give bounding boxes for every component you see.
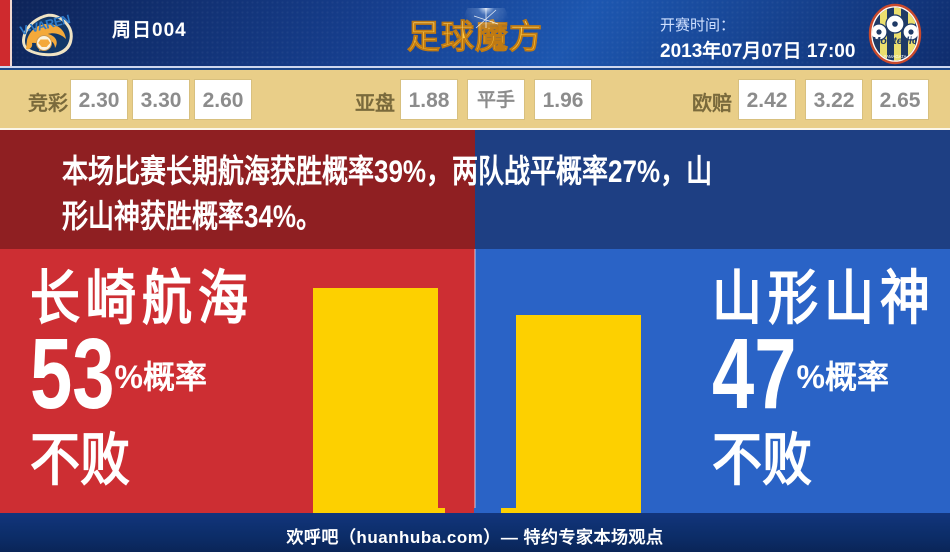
svg-text:Montedio: Montedio: [872, 35, 919, 47]
svg-text:YAMAGATA: YAMAGATA: [884, 54, 907, 59]
